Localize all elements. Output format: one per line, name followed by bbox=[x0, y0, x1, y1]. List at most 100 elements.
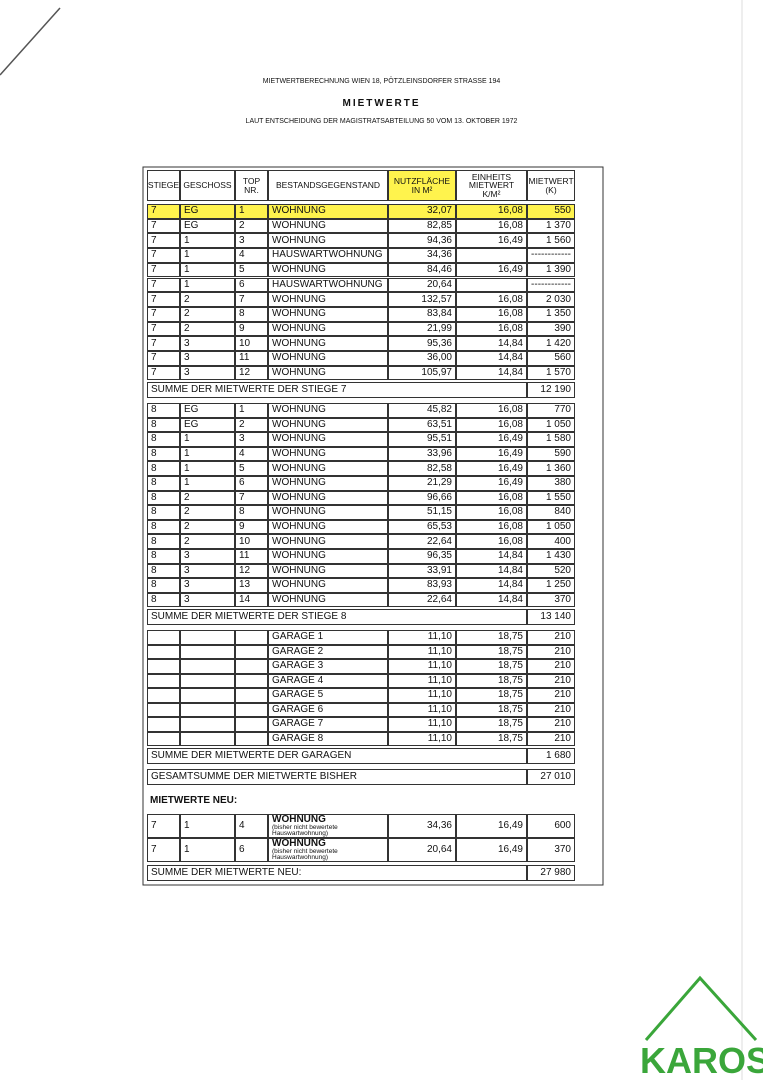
table-cell: 13 bbox=[235, 578, 268, 593]
table-cell: 11 bbox=[235, 549, 268, 564]
table-cell: 14,84 bbox=[456, 592, 527, 608]
table-cell bbox=[147, 717, 180, 732]
table-cell: 95,51 bbox=[388, 432, 456, 447]
table-cell: WOHNUNG bbox=[268, 417, 388, 433]
table-cell: WOHNUNG bbox=[268, 403, 388, 418]
table-cell: 7 bbox=[147, 218, 180, 234]
table-cell: 1 430 bbox=[527, 549, 575, 564]
table-cell: 11,10 bbox=[388, 659, 456, 674]
table-cell: 1 bbox=[180, 277, 235, 293]
table-cell: GARAGE 7 bbox=[268, 717, 388, 732]
table-cell: 1 360 bbox=[527, 461, 575, 476]
table-cell: 8 bbox=[235, 505, 268, 520]
table-cell: WOHNUNG bbox=[268, 446, 388, 462]
table-cell: WOHNUNG bbox=[268, 262, 388, 278]
table-cell: 16,08 bbox=[456, 519, 527, 535]
table-cell: WOHNUNG (bisher nicht bewertete Hauswartw… bbox=[268, 838, 388, 862]
header-line: MIETWERTBERECHNUNG WIEN 18, PÖTZLEINSDOR… bbox=[262, 78, 501, 85]
table-cell: 4 bbox=[235, 446, 268, 462]
table-cell: 7 bbox=[147, 336, 180, 351]
table-cell: 11,10 bbox=[388, 688, 456, 703]
table-cell: 16,49 bbox=[456, 262, 527, 278]
table-cell: 65,53 bbox=[388, 519, 456, 535]
table-cell: 10 bbox=[235, 336, 268, 351]
table-cell: 5 bbox=[235, 262, 268, 278]
table-cell: 2 bbox=[235, 218, 268, 234]
table-cell bbox=[456, 277, 527, 293]
table-cell: EG bbox=[180, 218, 235, 234]
table-cell bbox=[235, 673, 268, 688]
table-cell: 2 bbox=[180, 519, 235, 535]
table-frame bbox=[142, 166, 604, 886]
table-cell: 8 bbox=[147, 490, 180, 506]
table-cell: 1 570 bbox=[527, 365, 575, 381]
table-cell: 2 bbox=[180, 321, 235, 337]
table-cell: 8 bbox=[147, 476, 180, 491]
table-cell: 83,93 bbox=[388, 578, 456, 593]
table-cell: 1 350 bbox=[527, 306, 575, 322]
table-cell bbox=[235, 731, 268, 746]
table-cell bbox=[180, 659, 235, 674]
table-cell: 16,49 bbox=[456, 233, 527, 249]
table-cell: ------------ bbox=[527, 248, 575, 263]
table-cell: 14,84 bbox=[456, 563, 527, 579]
table-cell: WOHNUNG bbox=[268, 490, 388, 506]
table-cell: WOHNUNG bbox=[268, 365, 388, 381]
table-cell: 1 250 bbox=[527, 578, 575, 593]
table-cell: 18,75 bbox=[456, 702, 527, 717]
table-cell: WOHNUNG bbox=[268, 549, 388, 564]
table-cell: 590 bbox=[527, 446, 575, 462]
table-cell bbox=[235, 702, 268, 717]
table-cell: 94,36 bbox=[388, 233, 456, 249]
table-cell bbox=[147, 630, 180, 645]
table-cell: 2 bbox=[180, 292, 235, 307]
table-cell: EG bbox=[180, 417, 235, 433]
table-cell: 9 bbox=[235, 519, 268, 535]
table-cell: WOHNUNG bbox=[268, 233, 388, 249]
table-cell: 3 bbox=[180, 592, 235, 608]
table-cell bbox=[147, 673, 180, 688]
table-cell: WOHNUNG bbox=[268, 505, 388, 520]
table-cell: GARAGE 5 bbox=[268, 688, 388, 703]
table-cell: 1 bbox=[180, 461, 235, 476]
table-cell: 7 bbox=[147, 351, 180, 366]
table-cell: 63,51 bbox=[388, 417, 456, 433]
note: (bisher nicht bewertete Hauswartwohnung) bbox=[272, 847, 338, 861]
table-cell: WOHNUNG bbox=[268, 351, 388, 366]
table-cell: 18,75 bbox=[456, 717, 527, 732]
table-cell: 3 bbox=[235, 432, 268, 447]
table-cell: 16,49 bbox=[456, 838, 527, 862]
table-cell: 11,10 bbox=[388, 731, 456, 746]
table-cell bbox=[180, 644, 235, 659]
table-cell bbox=[180, 688, 235, 703]
table-cell: 32,07 bbox=[388, 204, 456, 219]
table-cell: 1 550 bbox=[527, 490, 575, 506]
table-cell: 16,49 bbox=[456, 432, 527, 447]
table-cell: 51,15 bbox=[388, 505, 456, 520]
table-cell bbox=[235, 644, 268, 659]
table-cell: 16,08 bbox=[456, 306, 527, 322]
table-cell: 1 bbox=[180, 476, 235, 491]
table-cell bbox=[235, 630, 268, 645]
table-cell bbox=[147, 731, 180, 746]
table-cell: 96,35 bbox=[388, 549, 456, 564]
table-cell: GARAGE 2 bbox=[268, 644, 388, 659]
table-cell: 8 bbox=[147, 446, 180, 462]
table-cell: 210 bbox=[527, 688, 575, 703]
table-cell: 1 560 bbox=[527, 233, 575, 249]
table-cell: 2 bbox=[180, 534, 235, 549]
table-cell: 16,49 bbox=[456, 476, 527, 491]
column-header: BESTANDSGEGENSTAND bbox=[268, 170, 388, 201]
table-cell: 22,64 bbox=[388, 534, 456, 549]
table-cell: 14,84 bbox=[456, 351, 527, 366]
table-cell: WOHNUNG bbox=[268, 592, 388, 608]
table-cell: 11,10 bbox=[388, 673, 456, 688]
table-cell: 6 bbox=[235, 838, 268, 862]
scan-edge bbox=[0, 7, 61, 76]
table-cell: 11,10 bbox=[388, 702, 456, 717]
column-header: EINHEITS MIETWERT K/M² bbox=[456, 170, 527, 201]
table-cell bbox=[235, 659, 268, 674]
table-cell: 10 bbox=[235, 534, 268, 549]
table-cell: 16,08 bbox=[456, 534, 527, 549]
